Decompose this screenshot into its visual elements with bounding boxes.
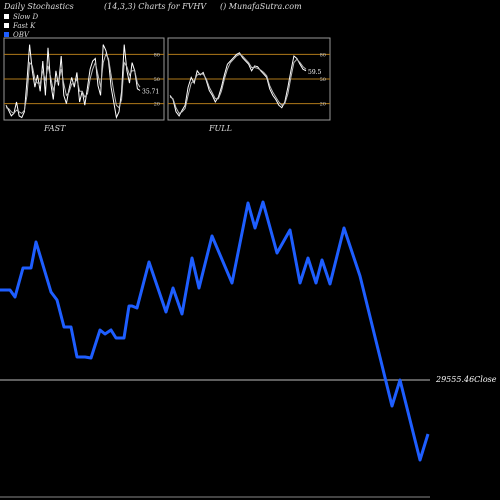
fast-last-value-label: 35.71 <box>142 88 159 95</box>
full-tick-label-20: 20 <box>320 102 326 108</box>
full-tick-label-80: 80 <box>320 52 326 58</box>
chart-params: (14,3,3) Charts for FVHV <box>104 2 207 11</box>
obv-panel: 29555.46Close <box>0 200 497 498</box>
legend-swatch-slow-d <box>4 14 9 19</box>
site-credit: () MunafaSutra.com <box>220 2 302 11</box>
chart-title: Daily Stochastics <box>4 2 74 11</box>
panel-label-fast: FAST <box>44 124 66 133</box>
legend-item-obv: OBV <box>4 30 38 39</box>
legend-item-slow-d: Slow D <box>4 12 38 21</box>
legend-swatch-obv <box>4 32 9 37</box>
close-reference-label: 29555.46Close <box>435 375 497 384</box>
fast-tick-label-50: 50 <box>154 77 160 83</box>
full-series-slow-d <box>169 53 307 115</box>
fast-tick-label-20: 20 <box>154 102 160 108</box>
legend: Slow D Fast K OBV <box>4 12 38 39</box>
full-stochastic-panel: 80 50 20 59.5 <box>167 37 331 121</box>
full-tick-label-50: 50 <box>320 77 326 83</box>
legend-label-fast-k: Fast K <box>13 21 36 30</box>
legend-item-fast-k: Fast K <box>4 21 38 30</box>
obv-line <box>0 200 430 462</box>
fast-tick-label-80: 80 <box>154 52 160 58</box>
full-last-value-label: 59.5 <box>308 69 322 76</box>
fast-series-fast-k <box>5 44 141 120</box>
fast-series-slow-d <box>5 53 141 115</box>
legend-label-slow-d: Slow D <box>13 12 39 21</box>
fast-stochastic-panel: 80 50 20 35.71 <box>3 37 165 121</box>
legend-swatch-fast-k <box>4 23 9 28</box>
panel-label-full: FULL <box>209 124 232 133</box>
legend-label-obv: OBV <box>13 30 29 39</box>
